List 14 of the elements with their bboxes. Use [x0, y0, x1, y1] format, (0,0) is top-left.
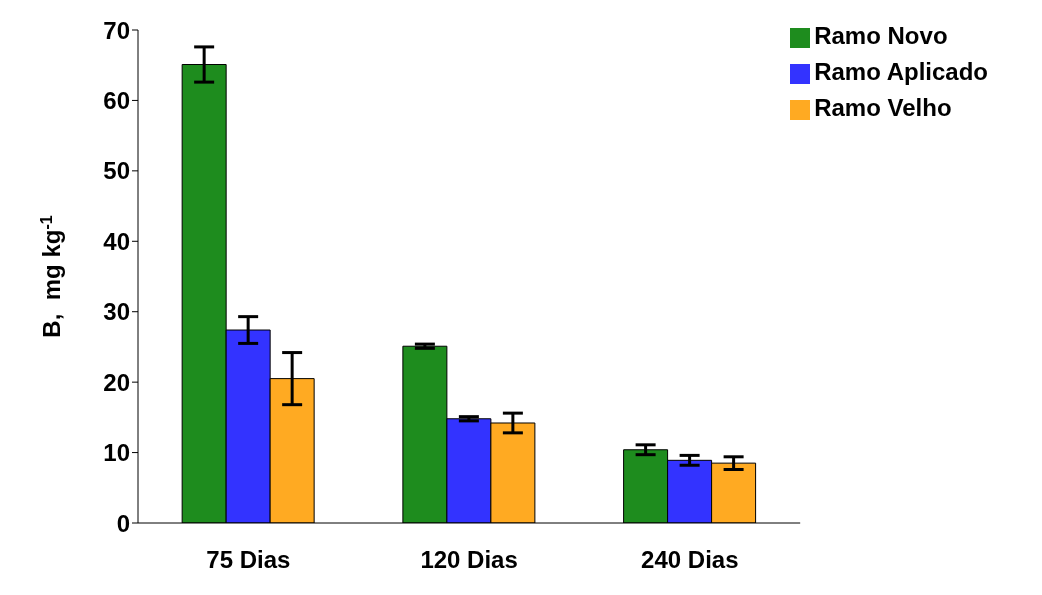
- y-tick-label: 0: [116, 509, 130, 537]
- x-tick-label: 75 Dias: [206, 546, 291, 574]
- y-tick-label: 70: [103, 16, 130, 44]
- legend-label: Ramo Aplicado: [814, 58, 988, 85]
- y-tick-label: 40: [103, 227, 130, 255]
- legend-label: Ramo Novo: [814, 22, 948, 49]
- y-tick-label: 10: [103, 439, 130, 467]
- legend-label: Ramo Velho: [814, 94, 952, 121]
- y-tick-label: 20: [103, 368, 130, 396]
- x-tick-label: 120 Dias: [420, 546, 518, 574]
- y-tick-label: 30: [103, 298, 130, 326]
- y-tick-label: 60: [103, 86, 130, 114]
- y-tick-label: 50: [103, 157, 130, 185]
- x-tick-label: 240 Dias: [641, 546, 739, 574]
